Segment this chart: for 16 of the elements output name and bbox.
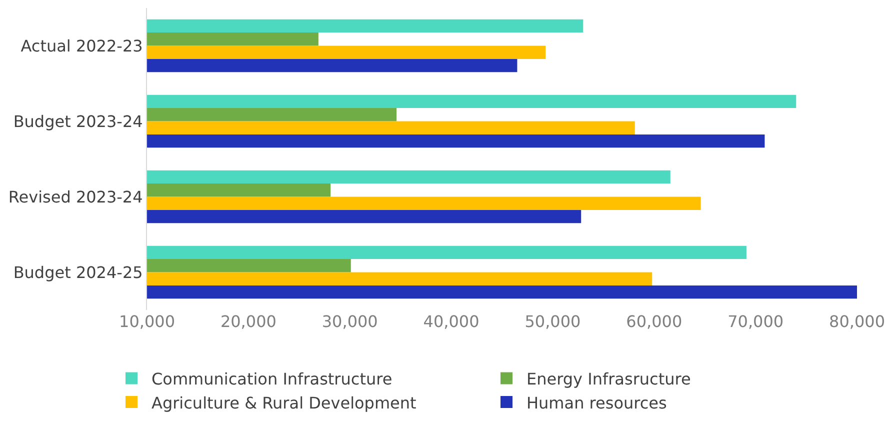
y-tick-label: Revised 2023-24 [8,187,143,206]
x-tick-label: 20,000 [220,312,276,331]
y-tick-label: Actual 2022-23 [20,36,143,56]
x-tick-label: 70,000 [728,312,784,331]
x-tick-label: 30,000 [322,312,378,331]
x-tick-label: 80,000 [829,312,885,331]
legend-label: Energy Infrasructure [526,369,691,388]
legend-label: Communication Infrastructure [152,369,392,388]
x-tick-label: 40,000 [423,312,480,331]
x-tick-label: 50,000 [524,312,581,331]
x-tick-label: 60,000 [626,312,682,331]
legend-label: Agriculture & Rural Development [152,393,416,412]
y-tick-label: Budget 2024-25 [13,262,143,282]
y-tick-label: Budget 2023-24 [13,112,143,131]
legend-label: Human resources [526,393,667,412]
x-tick-label: 10,000 [119,312,175,331]
